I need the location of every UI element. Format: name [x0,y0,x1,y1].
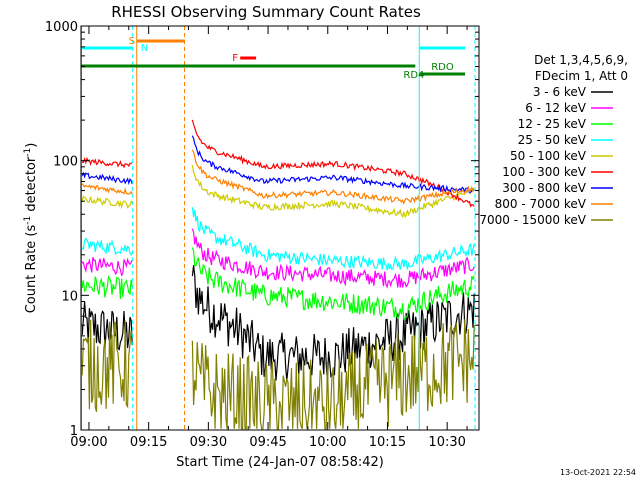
legend-label: 6 - 12 keV [525,101,587,115]
legend-label: 100 - 300 keV [502,165,586,179]
series-line-pre [81,156,133,169]
chart-title: RHESSI Observing Summary Count Rates [111,3,421,21]
flag-label: S [129,36,135,47]
x-tick-label: 10:30 [428,435,465,450]
legend-header-line-2: FDecim 1, Att 0 [535,69,628,83]
x-tick-label: 10:15 [369,435,406,450]
series-line-post [191,247,475,320]
legend-label: 7000 - 15000 keV [479,213,586,227]
series-line-pre [81,183,133,195]
legend-label: 800 - 7000 keV [495,197,587,211]
y-tick-label: 10 [61,289,78,304]
series-line-post [191,135,475,194]
y-axis-label: Count Rate (s-1 detector-1) [23,143,39,314]
plot-frame [80,25,480,431]
series-line-pre [81,237,133,257]
marker-layer: SN F RDO RD4 [81,26,476,430]
legend-header-line-1: Det 1,3,4,5,6,9, [534,53,628,67]
y-tick-label: 100 [53,155,78,170]
series-line-post [191,149,475,205]
series-line-post [191,164,475,218]
x-axis-label: Start Time (24-Jan-07 08:58:42) [176,455,384,470]
series-layer [81,119,475,430]
series-line-pre [81,274,133,300]
y-tick-label: 1000 [45,20,78,35]
x-tick-label: 09:45 [249,435,286,450]
footer-timestamp: 13-Oct-2021 22:54 [560,468,636,477]
flag-label: F [232,53,238,64]
series-line-pre [81,301,133,351]
x-tick-label: 10:00 [309,435,346,450]
legend-label: 300 - 800 keV [502,181,586,195]
series-line-pre [81,171,133,186]
x-tick-label: 09:15 [130,435,167,450]
series-line-pre [81,256,133,277]
legend-label: 3 - 6 keV [533,85,587,99]
x-tick-label: 09:30 [190,435,227,450]
flag-label: RDO [431,62,454,73]
series-line-pre [81,195,133,209]
legend-label: 12 - 25 keV [518,117,587,131]
x-tick-label: 09:00 [70,435,107,450]
legend: Det 1,3,4,5,6,9, FDecim 1, Att 0 3 - 6 k… [479,53,628,227]
y-tick-label: 1 [70,424,78,439]
series-line-post [191,319,475,430]
series-line-post [191,207,475,271]
series-line-pre [81,319,133,412]
legend-label: 50 - 100 keV [510,149,587,163]
legend-label: 25 - 50 keV [518,133,587,147]
flag-label: RD4 [403,70,424,81]
flag-label: N [141,43,148,54]
series-line-post [191,228,475,289]
series-line-post [191,119,475,208]
